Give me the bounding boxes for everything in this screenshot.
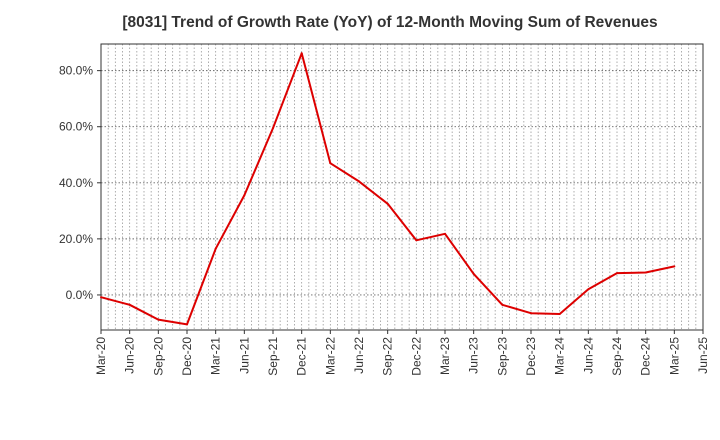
x-tick-label: Sep-20	[151, 337, 165, 376]
x-axis: Mar-20 Jun-20 Sep-20 Dec-20 Mar-21 Jun-21 Sep-…	[94, 330, 710, 376]
y-tick-label: 60.0%	[59, 120, 93, 134]
data-point	[644, 271, 647, 274]
data-point	[587, 288, 590, 291]
data-point	[444, 232, 446, 235]
x-tick-label: Mar-23	[438, 337, 452, 375]
data-point	[558, 313, 561, 316]
data-point	[386, 202, 389, 205]
data-point	[530, 312, 532, 315]
data-point	[472, 272, 475, 275]
data-point	[100, 296, 102, 299]
data-point	[272, 127, 274, 130]
x-tick-label: Dec-20	[180, 337, 194, 376]
x-tick-label: Dec-24	[639, 337, 653, 376]
x-tick-label: Sep-24	[610, 337, 624, 376]
x-tick-label: Jun-25	[696, 337, 710, 374]
x-tick-label: Mar-22	[323, 337, 337, 375]
x-tick-label: Dec-23	[524, 337, 538, 376]
x-tick-label: Mar-24	[553, 337, 567, 375]
x-tick-label: Jun-21	[237, 337, 251, 374]
x-tick-label: Sep-21	[266, 337, 280, 376]
x-tick-label: Dec-22	[409, 337, 423, 376]
plot-area	[100, 43, 704, 331]
x-tick-label: Sep-23	[495, 337, 509, 376]
chart-title: [8031] Trend of Growth Rate (YoY) of 12-…	[122, 14, 658, 31]
x-tick-label: Mar-21	[209, 337, 223, 375]
grid-lines	[101, 44, 703, 330]
y-tick-label: 80.0%	[59, 64, 93, 78]
data-point	[415, 239, 418, 242]
data-point	[157, 318, 160, 321]
x-tick-label: Sep-22	[381, 337, 395, 376]
x-tick-label: Dec-21	[295, 337, 309, 376]
data-point	[673, 265, 676, 268]
y-tick-label: 40.0%	[59, 176, 93, 190]
data-point	[243, 194, 246, 197]
series-layer	[100, 52, 676, 326]
data-point	[358, 180, 360, 183]
data-point	[616, 272, 618, 275]
x-tick-label: Jun-22	[352, 337, 366, 374]
data-point	[186, 323, 188, 326]
x-tick-label: Jun-24	[581, 337, 595, 374]
data-point	[329, 162, 332, 165]
y-tick-label: 0.0%	[66, 288, 94, 302]
x-tick-label: Jun-23	[467, 337, 481, 374]
data-point	[300, 52, 303, 55]
y-axis: 0.0% 20.0% 40.0% 60.0% 80.0%	[59, 64, 101, 302]
data-point	[214, 247, 217, 250]
x-tick-label: Mar-20	[94, 337, 108, 375]
data-point	[128, 303, 131, 306]
y-tick-label: 20.0%	[59, 232, 93, 246]
x-tick-label: Mar-25	[667, 337, 681, 375]
data-point	[501, 303, 504, 306]
x-tick-label: Jun-20	[123, 337, 137, 374]
